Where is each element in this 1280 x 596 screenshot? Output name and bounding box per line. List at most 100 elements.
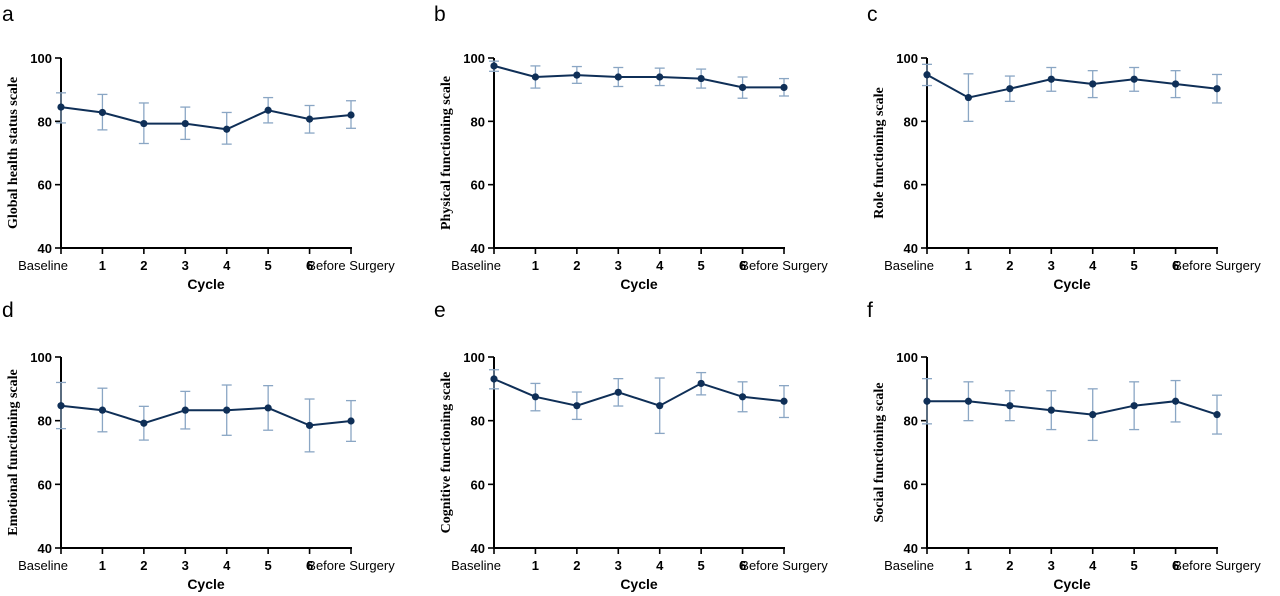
y-axis-title: Global health status scale xyxy=(6,77,21,229)
x-tick-label: 5 xyxy=(698,558,705,573)
data-point xyxy=(223,125,231,133)
data-point xyxy=(1006,85,1014,93)
data-point xyxy=(1089,411,1097,419)
data-point xyxy=(614,73,622,81)
data-point xyxy=(1130,75,1138,83)
data-point xyxy=(264,106,272,114)
data-point xyxy=(140,119,148,128)
data-point xyxy=(1171,80,1180,88)
series-line xyxy=(927,400,1218,416)
x-tick-label: 1 xyxy=(532,258,539,273)
y-tick-label: 80 xyxy=(904,114,918,129)
x-tick-label: 4 xyxy=(656,558,664,573)
data-point xyxy=(964,397,973,405)
data-point xyxy=(656,73,664,81)
series-line xyxy=(493,378,785,407)
y-tick-label: 80 xyxy=(38,414,52,429)
y-tick-label: 40 xyxy=(471,241,485,256)
panel-letter: f xyxy=(867,299,873,322)
x-tick-label: 1 xyxy=(965,558,972,573)
y-tick-label: 80 xyxy=(904,414,918,429)
x-tick-label: 4 xyxy=(223,558,231,573)
y-tick-label: 80 xyxy=(471,414,485,429)
x-tick-label: Before Surgery xyxy=(307,558,395,573)
x-tick-label: 6 xyxy=(739,558,746,573)
y-tick-label: 60 xyxy=(904,178,918,193)
y-tick-label: 60 xyxy=(471,178,485,193)
x-tick-label: 6 xyxy=(306,258,313,273)
x-tick-label: 1 xyxy=(99,258,106,273)
y-tick-label: 100 xyxy=(30,51,52,66)
y-tick-label: 80 xyxy=(38,114,52,129)
y-tick-label: 60 xyxy=(38,178,52,193)
data-point xyxy=(923,71,931,79)
data-point xyxy=(738,393,747,401)
x-tick-label: 3 xyxy=(615,558,622,573)
data-point xyxy=(1130,402,1138,410)
data-point xyxy=(1006,402,1014,410)
data-point xyxy=(923,397,931,405)
data-point xyxy=(1047,406,1055,414)
x-tick-label: 5 xyxy=(265,258,272,273)
x-tick-label: 4 xyxy=(223,258,231,273)
data-point xyxy=(264,404,272,412)
data-point xyxy=(140,419,148,427)
x-tick-label: 1 xyxy=(532,558,539,573)
series-line xyxy=(60,106,352,131)
data-point xyxy=(1213,411,1221,419)
series-line xyxy=(493,64,784,89)
x-tick-label: 2 xyxy=(140,258,147,273)
panel-letter: b xyxy=(434,3,446,26)
x-tick-label: 4 xyxy=(1089,558,1097,573)
y-tick-label: 60 xyxy=(904,477,918,492)
x-tick-label: Before Surgery xyxy=(740,258,828,273)
data-point xyxy=(614,388,622,396)
y-tick-label: 60 xyxy=(471,477,485,492)
x-tick-label: 4 xyxy=(1089,258,1097,273)
panel-letter: e xyxy=(434,299,446,322)
data-point xyxy=(305,421,314,430)
data-point xyxy=(347,417,355,425)
x-tick-label: Baseline xyxy=(18,258,68,273)
y-tick-label: 40 xyxy=(904,241,918,256)
data-point xyxy=(780,83,788,92)
x-tick-label: 2 xyxy=(573,558,580,573)
x-tick-label: Baseline xyxy=(18,558,68,573)
data-point xyxy=(98,406,107,414)
x-tick-label: 3 xyxy=(182,558,189,573)
data-point xyxy=(573,402,581,410)
x-tick-label: 5 xyxy=(1131,258,1138,273)
data-point xyxy=(531,393,540,401)
data-point xyxy=(964,93,973,102)
data-point xyxy=(1089,80,1097,88)
y-tick-label: 100 xyxy=(30,350,52,365)
data-point xyxy=(738,83,747,92)
x-tick-label: Baseline xyxy=(884,558,934,573)
y-tick-label: 80 xyxy=(471,114,485,129)
x-tick-label: 3 xyxy=(615,258,622,273)
x-tick-label: 5 xyxy=(698,258,705,273)
y-tick-label: 100 xyxy=(896,350,918,365)
x-tick-label: Baseline xyxy=(884,258,934,273)
x-axis-title: Cycle xyxy=(620,276,658,292)
data-point xyxy=(697,74,705,83)
x-tick-label: 3 xyxy=(1048,258,1055,273)
data-point xyxy=(181,119,189,128)
x-tick-label: 2 xyxy=(1006,558,1013,573)
y-tick-label: 100 xyxy=(896,51,918,66)
panel-letter: d xyxy=(2,299,14,322)
data-point xyxy=(656,402,664,410)
x-tick-label: Before Surgery xyxy=(307,258,395,273)
y-tick-label: 100 xyxy=(463,51,485,66)
data-point xyxy=(1213,85,1221,93)
y-axis-title: Cognitive functioning scale xyxy=(439,372,454,534)
x-tick-label: 1 xyxy=(965,258,972,273)
x-tick-label: 4 xyxy=(656,258,664,273)
x-axis-title: Cycle xyxy=(187,576,225,592)
x-tick-label: 5 xyxy=(1131,558,1138,573)
